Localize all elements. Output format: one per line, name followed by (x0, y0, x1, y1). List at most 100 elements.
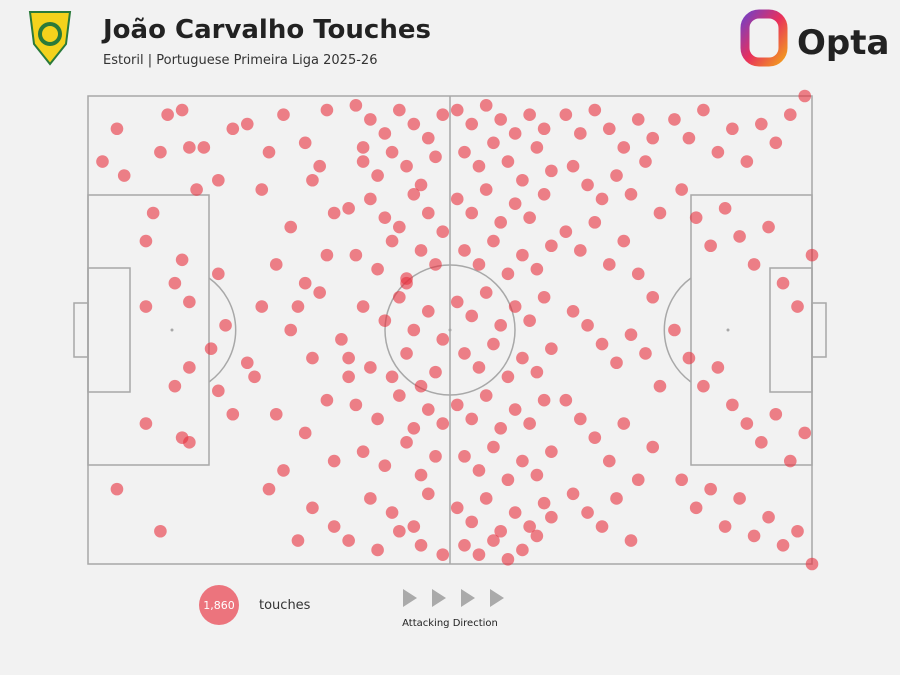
touch-dot (385, 370, 399, 384)
touch-dot (385, 506, 399, 519)
touch-dot (588, 216, 602, 229)
touch-dot (501, 370, 515, 384)
touch-dot (516, 351, 529, 365)
touch-dot (472, 464, 486, 477)
touch-dot (291, 300, 305, 313)
touch-dot (298, 136, 312, 150)
touch-dot (530, 468, 544, 482)
touch-dot (537, 122, 551, 136)
touch-count: 1,860 (203, 599, 235, 612)
touch-dot (458, 347, 471, 360)
touch-dot (479, 492, 493, 505)
touch-dot (421, 206, 435, 220)
touch-dot (458, 244, 471, 257)
touch-dot (479, 183, 493, 196)
touch-dot (624, 534, 638, 547)
touch-dot (197, 141, 211, 154)
touch-dot (508, 506, 522, 519)
touch-dot (581, 319, 594, 332)
touch-dot (617, 141, 631, 154)
touch-dot (393, 103, 406, 117)
pitch (73, 95, 827, 565)
touch-dot (204, 342, 218, 356)
touch-dot (364, 492, 377, 505)
touch-dot (545, 445, 558, 458)
touch-dot (400, 276, 413, 290)
touch-dot (602, 122, 616, 136)
touch-dot (545, 164, 558, 178)
touch-dot (726, 398, 739, 412)
touch-dot (472, 548, 486, 561)
touch-dot (508, 197, 522, 210)
touch-dot (277, 108, 290, 122)
touch-dot (364, 192, 377, 206)
touch-dot (421, 403, 435, 416)
touch-dot (762, 510, 775, 524)
touch-dot (537, 187, 551, 201)
touch-dot (407, 520, 421, 533)
touch-dot (356, 300, 370, 313)
touch-dot (740, 417, 754, 430)
touch-dot (508, 127, 522, 140)
touch-dot (255, 183, 269, 196)
touch-dot (798, 426, 812, 440)
touch-dot (516, 543, 529, 557)
touch-dot (429, 365, 442, 379)
legend-marker (199, 585, 239, 625)
touch-dot (624, 187, 638, 201)
touch-dot (429, 150, 442, 164)
touch-dot (472, 258, 486, 271)
touch-dot (450, 398, 464, 412)
touch-dot (154, 145, 167, 159)
touch-dot (277, 464, 290, 477)
touch-dot (378, 314, 392, 327)
touch-dot (581, 506, 594, 519)
touch-dot (610, 492, 623, 505)
touch-dot (465, 515, 479, 529)
touch-dot (219, 319, 232, 332)
touch-dot (262, 482, 276, 496)
touch-dot (385, 234, 399, 248)
touch-dot (487, 534, 500, 547)
touch-dot (747, 529, 761, 543)
touch-dot (306, 173, 319, 187)
touch-dot (371, 262, 384, 276)
touch-dot (298, 426, 312, 440)
touch-dot (791, 300, 804, 313)
touch-dot (472, 361, 486, 374)
touch-dot (429, 258, 442, 271)
touch-dot (566, 304, 580, 318)
touch-dot (320, 393, 334, 407)
touch-dot (284, 323, 298, 337)
touch-dot (212, 384, 225, 398)
touch-dot (501, 473, 515, 487)
touch-dot (530, 141, 544, 154)
touch-dot (769, 136, 783, 150)
touch-dot (581, 178, 594, 192)
touch-dot (501, 553, 515, 566)
touch-dot (356, 155, 370, 168)
touch-dot (508, 403, 522, 416)
touch-dot (798, 89, 812, 103)
touch-dot (776, 538, 790, 552)
touch-dot (711, 361, 725, 374)
touch-dot (168, 379, 182, 393)
touch-dot (154, 524, 167, 538)
touch-dot (487, 440, 500, 454)
touch-dot (306, 501, 319, 515)
touch-dot (465, 117, 479, 131)
touch-dot (523, 520, 536, 533)
touch-dot (487, 337, 500, 351)
touch-dot (414, 538, 428, 552)
touch-dot (689, 211, 703, 224)
touch-dot (458, 538, 471, 552)
touch-dot (646, 131, 660, 145)
touch-dot (212, 173, 225, 187)
direction-arrows (403, 589, 504, 607)
touch-dot (733, 230, 746, 243)
touch-dot (494, 421, 507, 435)
touch-dot (161, 108, 174, 122)
touch-dot (378, 211, 392, 224)
touch-dot (726, 122, 739, 136)
